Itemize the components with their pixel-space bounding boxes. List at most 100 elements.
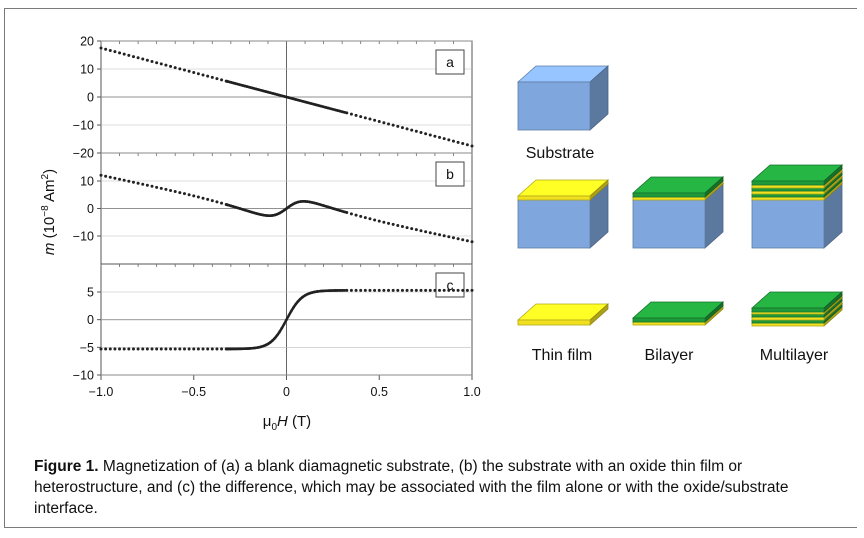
panel-c-data-point [456,288,460,292]
panel-a-y-tick-label: −10 [73,119,94,133]
panel-b-data-point [164,187,168,191]
panel-a-data-point [169,64,173,68]
panel-a-data-point [438,135,442,139]
panel-c-data-point [428,288,432,292]
panel-c-data-point [136,347,140,351]
panel-b-data-point [215,200,219,204]
panel-c-data-point [359,288,363,292]
panel-c-data-point [155,347,159,351]
panel-c-data-point [122,347,126,351]
panel-a-data-point [400,126,404,130]
panel-b-data-point [447,235,451,239]
panel-a-data-point [201,73,205,77]
bilayer-on-substrate-layer [631,176,725,198]
panel-b-y-tick-label: 0 [87,202,94,216]
panel-c-data-point [461,288,465,292]
panel-a-data-point [220,78,224,82]
panel-a-data-point [182,68,186,72]
panel-a-y-tick-label: 20 [80,35,94,49]
panel-a-tag: a [446,54,454,70]
panel-b-data-point [210,199,214,203]
panel-c-data-point [363,288,367,292]
panel-c-data-point [410,288,414,292]
panel-b-data-point [428,231,432,235]
panel-c-data-point [433,288,437,292]
panel-a-data-point [131,55,135,59]
x-tick-label: 0 [283,385,290,399]
panel-b-data-point [155,185,159,189]
panel-c-y-tick-label: 5 [87,286,94,300]
panel-a-data-point [113,50,117,54]
panel-c-data-point [391,288,395,292]
panel-b-data-point [400,225,404,229]
panel-a-data-point [210,75,214,79]
panel-a-data-point [155,61,159,65]
panel-a-data-point [373,118,377,122]
panel-b-data-point [131,180,135,184]
panel-b-data-point [373,218,377,222]
panel-b-data-point [178,191,182,195]
multilayer-layer [750,291,844,313]
panel-a-data-point [428,133,432,137]
multilayer-on-substrate-layer [750,164,844,186]
panel-c-data-point [187,347,191,351]
panel-a-data-point [368,117,372,121]
panel-a-data-point [396,124,400,128]
panel-b-data-point [433,232,437,236]
panel-b-data-point [136,181,140,185]
panel-a-data-point [433,134,437,138]
panel-a-data-point [173,66,177,70]
panel-b-data-point [343,210,347,214]
panel-a-data-point [118,51,122,55]
label-thin-film: Thin film [532,347,592,364]
panel-a-data-point [447,138,451,142]
panel-a-data-point [349,112,353,116]
panel-c-data-point [159,347,163,351]
panel-c-data-point [127,347,131,351]
panel-c-data-point [182,347,186,351]
panel-a-data-point [354,113,358,117]
x-tick-label: 0.5 [371,385,388,399]
panel-a-data-point [178,67,182,71]
panel-b-data-point [456,237,460,241]
panel-a-data-point [187,69,191,73]
panel-c-data-point [118,347,122,351]
panel-b-data-point [173,190,177,194]
panel-a-data-point [410,128,414,132]
x-axis-label: μ0H (T) [263,413,311,433]
panel-b-data-point [159,186,163,190]
panel-c-data-point [451,288,455,292]
panel-b-data-point [470,240,474,244]
panel-b-data-point [424,230,428,234]
x-tick-label: 1.0 [463,385,480,399]
panel-a-data-point [424,132,428,136]
panel-a-data-point [104,47,108,51]
panel-c-data-point [343,289,347,292]
panel-c-data-point [442,288,446,292]
panel-c-data-point [382,288,386,292]
panel-b-data-point [354,213,358,217]
panel-b-data-point [349,212,353,216]
panel-c-data-point [206,347,210,351]
panel-a-data-point [136,56,140,60]
panel-c-data-point [465,288,469,292]
panel-c-data-point [173,347,177,351]
panel-a-y-tick-label: 10 [80,63,94,77]
panel-a-data-point [387,122,391,126]
panel-b-data-point [122,178,126,182]
panel-c-data-point [210,347,214,351]
thin-film [516,303,610,326]
panel-c-data-point [150,347,154,351]
panel-a-data-point [363,116,367,120]
panel-b-data-point [442,234,446,238]
panel-b-data-point [104,174,108,178]
panel-b-data-point [438,233,442,237]
panel-a-data-point [164,63,168,67]
panel-c-data-point [400,288,404,292]
panel-b-data-point [145,183,149,187]
panel-c-data-point [169,347,173,351]
panel-b-data-point [192,194,196,198]
panel-c-data-point [145,347,149,351]
